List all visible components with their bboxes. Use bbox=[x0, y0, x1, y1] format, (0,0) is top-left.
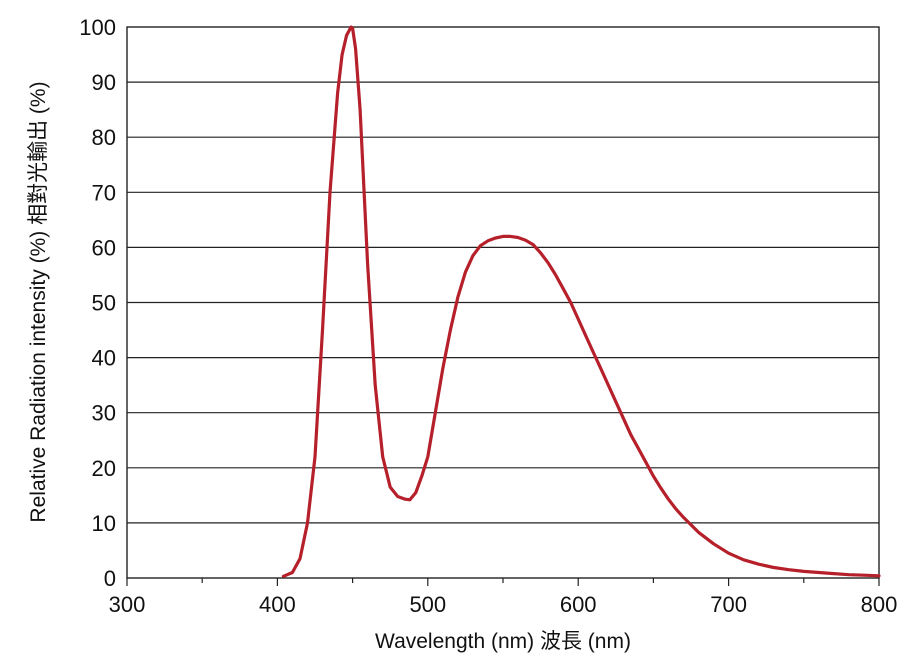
x-axis-tick-labels: 300 400 500 600 700 800 bbox=[109, 592, 898, 617]
y-axis-tick-labels: 0 10 20 30 40 50 60 70 80 90 100 bbox=[79, 15, 116, 591]
grid-lines bbox=[127, 81, 879, 524]
x-tick-label: 700 bbox=[710, 592, 747, 617]
y-tick-label: 50 bbox=[92, 291, 116, 316]
x-tick-label: 400 bbox=[259, 592, 296, 617]
x-tick-label: 800 bbox=[861, 592, 898, 617]
y-tick-label: 30 bbox=[92, 401, 116, 426]
y-tick-label: 90 bbox=[92, 70, 116, 95]
x-tick-label: 300 bbox=[109, 592, 146, 617]
y-tick-label: 0 bbox=[104, 566, 116, 591]
spectrum-line bbox=[281, 25, 881, 578]
y-tick-label: 60 bbox=[92, 235, 116, 260]
y-axis-title: Relative Radiation intensity (%) 相對光輸出 (… bbox=[27, 81, 50, 522]
y-tick-label: 20 bbox=[92, 456, 116, 481]
x-axis-ticks bbox=[126, 578, 880, 586]
y-tick-label: 80 bbox=[92, 125, 116, 150]
x-axis-title: Wavelength (nm) 波長 (nm) bbox=[375, 630, 631, 653]
y-tick-label: 100 bbox=[79, 15, 116, 40]
x-tick-label: 500 bbox=[409, 592, 446, 617]
y-tick-label: 10 bbox=[92, 511, 116, 536]
y-tick-label: 70 bbox=[92, 180, 116, 205]
y-tick-label: 40 bbox=[92, 346, 116, 371]
x-tick-label: 600 bbox=[560, 592, 597, 617]
